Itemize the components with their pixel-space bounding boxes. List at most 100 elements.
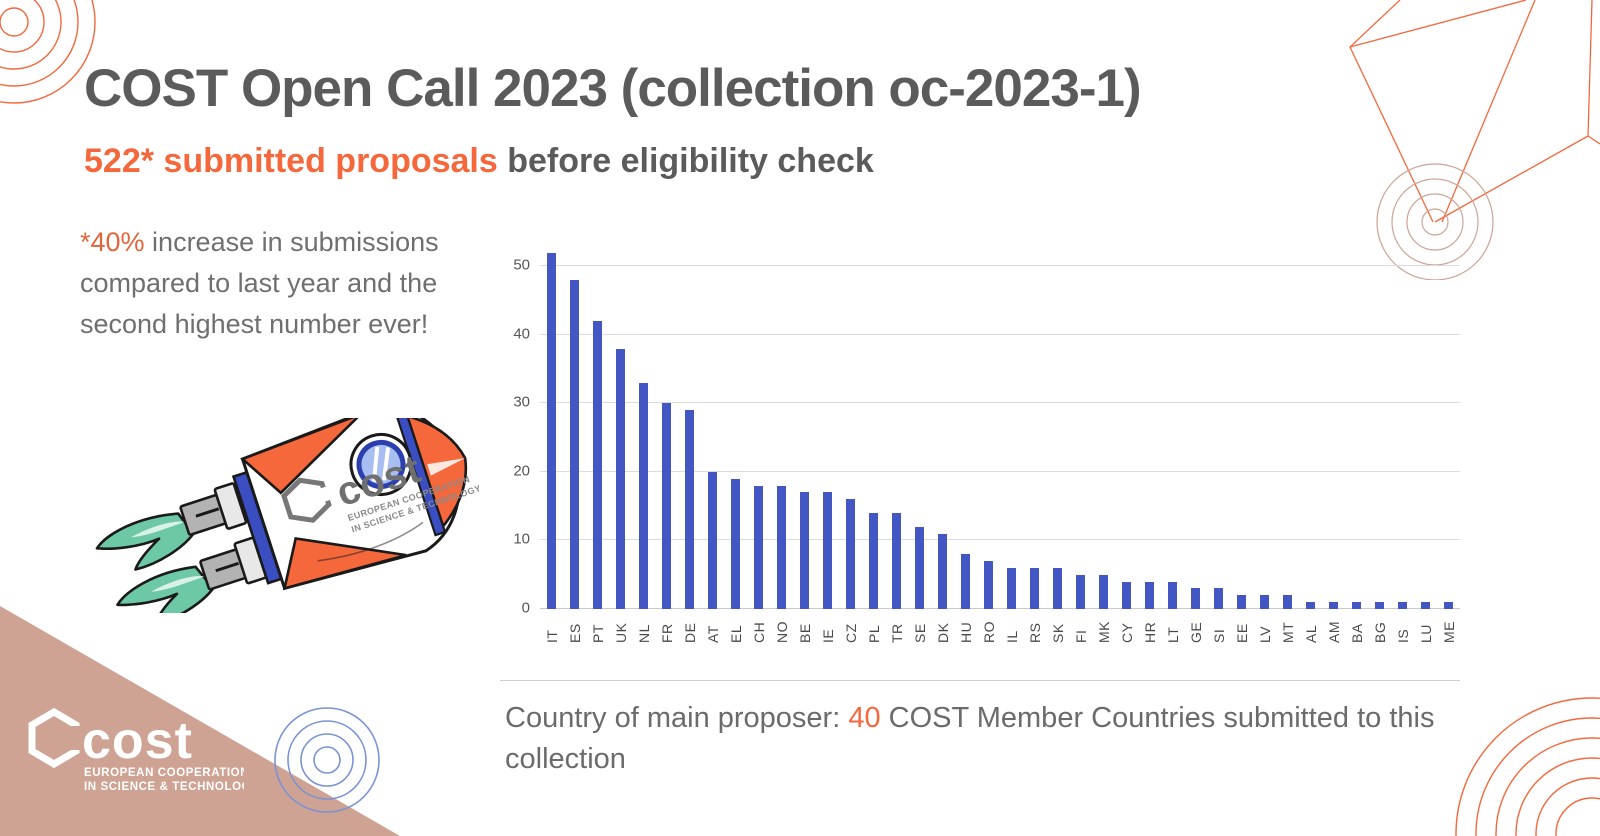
chart-bar-cell[interactable]	[977, 232, 1000, 609]
chart-bar[interactable]	[1421, 602, 1430, 609]
chart-bar-cell[interactable]	[1161, 232, 1184, 609]
chart-bar[interactable]	[938, 533, 947, 609]
chart-bar[interactable]	[1122, 581, 1131, 609]
chart-bar[interactable]	[639, 382, 648, 609]
chart-bar[interactable]	[777, 485, 786, 609]
chart-bar[interactable]	[1444, 602, 1453, 609]
chart-bar[interactable]	[662, 403, 671, 609]
chart-bar-cell[interactable]	[793, 232, 816, 609]
chart-bar-cell[interactable]	[609, 232, 632, 609]
chart-bar[interactable]	[846, 499, 855, 609]
chart-bar-cell[interactable]	[1253, 232, 1276, 609]
chart-bar[interactable]	[961, 554, 970, 609]
chart-bar[interactable]	[708, 471, 717, 609]
chart-bar[interactable]	[1214, 588, 1223, 609]
chart-bar-cell[interactable]	[1391, 232, 1414, 609]
chart-gridline: 20	[513, 462, 1460, 479]
chart-bar-cell[interactable]	[1115, 232, 1138, 609]
bar-chart: 0 10 20 30 40 50 IT ES PT UK NL FR DE AT EL CH NO BE IE CZ…	[500, 232, 1460, 643]
chart-bar[interactable]	[1145, 581, 1154, 609]
cost-hexagon-icon	[28, 707, 82, 769]
chart-bar[interactable]	[1375, 602, 1384, 609]
chart-bar-cell[interactable]	[1276, 232, 1299, 609]
chart-bar-cell[interactable]	[1414, 232, 1437, 609]
chart-bar-cell[interactable]	[839, 232, 862, 609]
chart-bar[interactable]	[1352, 602, 1361, 609]
chart-gridline: 50	[513, 257, 1460, 274]
chart-bar[interactable]	[1306, 602, 1315, 609]
caption-after: COST Member Countries submitted to this …	[505, 702, 1435, 775]
chart-bar[interactable]	[1191, 588, 1200, 609]
chart-bar[interactable]	[869, 513, 878, 609]
chart-bar[interactable]	[1030, 567, 1039, 609]
blue-concentric-circles-decoration	[274, 707, 380, 813]
chart-bar-cell[interactable]	[1023, 232, 1046, 609]
chart-bar-cell[interactable]	[1069, 232, 1092, 609]
chart-bar-cell[interactable]	[1138, 232, 1161, 609]
chart-bar[interactable]	[593, 321, 602, 609]
chart-bar[interactable]	[1260, 595, 1269, 609]
chart-bar-cell[interactable]	[770, 232, 793, 609]
chart-bar[interactable]	[915, 526, 924, 609]
chart-bar-cell[interactable]	[563, 232, 586, 609]
cost-logo: cost EUROPEAN COOPERATION IN SCIENCE & T…	[28, 707, 244, 790]
chart-bar-cell[interactable]	[678, 232, 701, 609]
chart-bar[interactable]	[547, 252, 556, 609]
chart-bar-cell[interactable]	[1322, 232, 1345, 609]
chart-bar-cell[interactable]	[885, 232, 908, 609]
chart-bar-cell[interactable]	[1368, 232, 1391, 609]
chart-bar[interactable]	[823, 492, 832, 609]
chart-bottom-rule	[500, 680, 1460, 681]
chart-bar-cell[interactable]	[1437, 232, 1460, 609]
chart-bar-cell[interactable]	[1184, 232, 1207, 609]
chart-bar-cell[interactable]	[954, 232, 977, 609]
chart-bar-cell[interactable]	[931, 232, 954, 609]
chart-bar[interactable]	[570, 279, 579, 609]
chart-bar[interactable]	[616, 348, 625, 609]
chart-plot-area: 0 10 20 30 40 50	[513, 232, 1460, 617]
chart-bar-cell[interactable]	[1299, 232, 1322, 609]
cost-logo-tagline-1: EUROPEAN COOPERATION	[84, 767, 244, 779]
chart-bar[interactable]	[754, 485, 763, 609]
chart-bar[interactable]	[1076, 574, 1085, 609]
chart-bar[interactable]	[800, 492, 809, 609]
caption-before: Country of main proposer:	[505, 702, 849, 734]
chart-bar[interactable]	[1283, 595, 1292, 609]
chart-bar-cell[interactable]	[1092, 232, 1115, 609]
chart-bar[interactable]	[984, 561, 993, 609]
chart-bar[interactable]	[1053, 567, 1062, 609]
chart-bar-cell[interactable]	[908, 232, 931, 609]
chart-bar-cell[interactable]	[747, 232, 770, 609]
chart-bar-cell[interactable]	[816, 232, 839, 609]
chart-bar[interactable]	[1398, 602, 1407, 609]
cost-logo-tagline-2: IN SCIENCE & TECHNOLOGY	[84, 781, 244, 790]
caption-highlight: 40	[848, 702, 881, 734]
chart-gridline: 30	[513, 394, 1460, 411]
chart-bar[interactable]	[1007, 567, 1016, 609]
lead-highlight: *40%	[80, 227, 145, 257]
chart-bar[interactable]	[731, 478, 740, 609]
chart-bar[interactable]	[685, 410, 694, 609]
chart-bar-cell[interactable]	[655, 232, 678, 609]
chart-bar[interactable]	[1237, 595, 1246, 609]
chart-gridline: 10	[513, 531, 1460, 548]
chart-bar[interactable]	[1168, 581, 1177, 609]
chart-bar-cell[interactable]	[701, 232, 724, 609]
chart-y-tick-label: 10	[513, 530, 530, 548]
chart-bar-cell[interactable]	[1230, 232, 1253, 609]
chart-bar-cell[interactable]	[632, 232, 655, 609]
chart-bar[interactable]	[1329, 602, 1338, 609]
chart-bar-cell[interactable]	[1345, 232, 1368, 609]
chart-bar-cell[interactable]	[1000, 232, 1023, 609]
chart-bar-cell[interactable]	[1207, 232, 1230, 609]
chart-bar-cell[interactable]	[724, 232, 747, 609]
chart-bar-cell[interactable]	[862, 232, 885, 609]
chart-y-tick-label: 20	[513, 462, 530, 480]
chart-gridline: 40	[513, 325, 1460, 342]
chart-bar-cell[interactable]	[540, 232, 563, 609]
chart-bar[interactable]	[892, 513, 901, 609]
chart-bar-cell[interactable]	[1046, 232, 1069, 609]
subtitle-rest: before eligibility check	[497, 142, 874, 180]
chart-bar-cell[interactable]	[586, 232, 609, 609]
chart-bar[interactable]	[1099, 574, 1108, 609]
